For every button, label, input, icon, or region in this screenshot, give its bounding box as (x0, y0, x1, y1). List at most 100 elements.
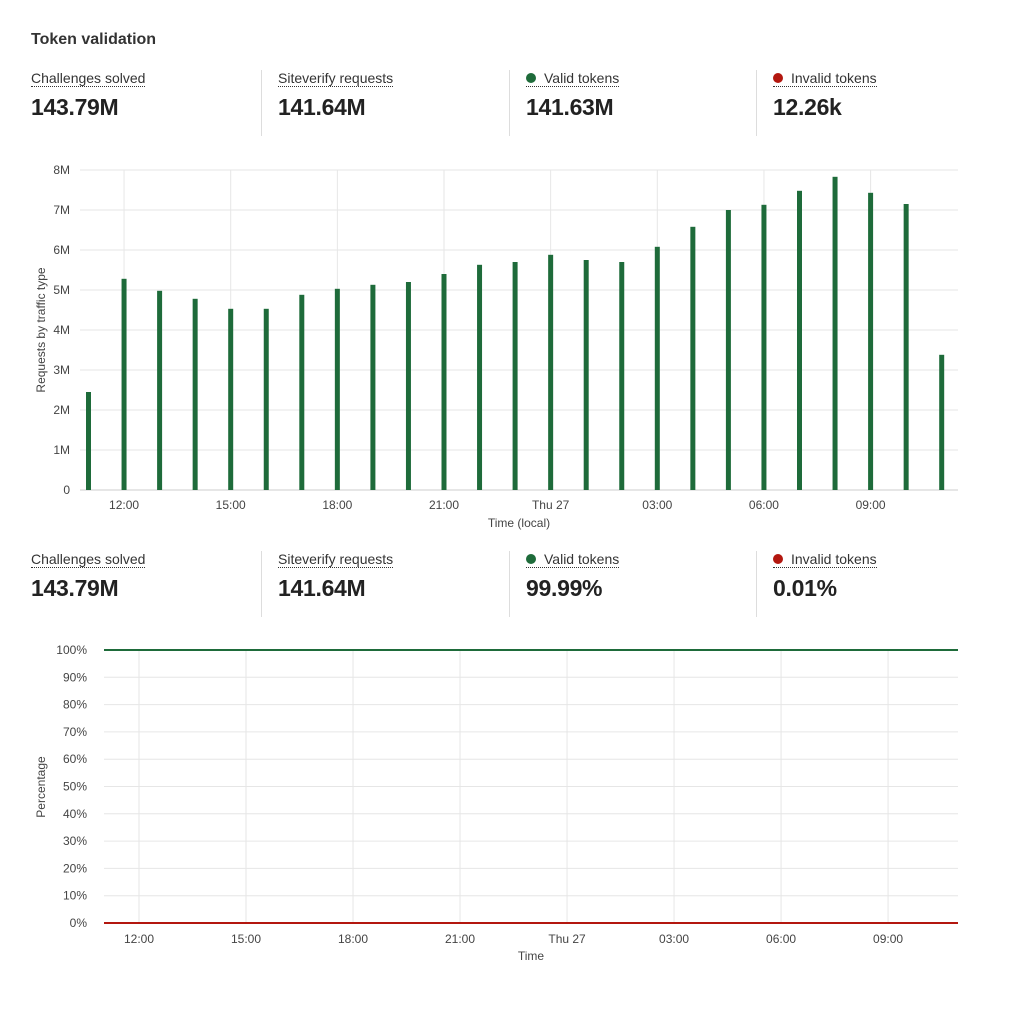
y-axis-label: Percentage (34, 756, 48, 818)
stat-label-text: Invalid tokens (791, 551, 877, 567)
bar (903, 204, 909, 490)
y-tick-label: 80% (63, 698, 87, 712)
y-tick-label: 0 (63, 483, 70, 497)
bar (512, 262, 518, 490)
stat-label-text: Siteverify requests (278, 551, 394, 567)
x-tick-label: 03:00 (642, 498, 672, 512)
stat-valid-tokens: Valid tokens 99.99% (526, 551, 620, 617)
legend-dot-icon (773, 73, 783, 83)
x-tick-label: Thu 27 (532, 498, 570, 512)
bar (939, 354, 945, 490)
stat-label-text: Challenges solved (31, 70, 146, 86)
legend-dot-icon (526, 73, 536, 83)
x-tick-label: Thu 27 (548, 932, 586, 946)
y-tick-label: 30% (63, 834, 87, 848)
bar (797, 190, 802, 491)
stat-value: 143.79M (31, 575, 119, 601)
y-tick-label: 60% (63, 752, 87, 766)
bar-chart-requests: 0 1M 2M 3M 4M 5M 6M 7M 8M 12:00 15:00 18:00 21:00 Thu… (34, 163, 958, 530)
stat-label[interactable]: Siteverify requests (278, 551, 394, 568)
stat-divider (509, 551, 510, 617)
bar (157, 290, 163, 490)
stat-value: 0.01% (773, 575, 837, 601)
stat-invalid-tokens: Invalid tokens 0.01% (773, 551, 877, 617)
x-tick-label: 06:00 (749, 498, 779, 512)
y-tick-label: 0% (70, 916, 88, 930)
stat-label[interactable]: Valid tokens (526, 551, 620, 568)
bar (868, 192, 874, 491)
stat-label[interactable]: Challenges solved (31, 70, 146, 87)
bar (334, 288, 340, 490)
stats-row-bottom: Challenges solved 143.79M Siteverify reque… (0, 551, 1019, 617)
bar (832, 176, 838, 491)
x-tick-label: 21:00 (429, 498, 459, 512)
panel-title: Token validation (31, 31, 157, 48)
y-tick-label: 3M (53, 363, 70, 377)
bar (370, 284, 376, 490)
bar (228, 308, 234, 490)
stat-value: 141.64M (278, 94, 366, 120)
x-tick-label: 15:00 (216, 498, 246, 512)
x-axis-label: Time (local) (488, 516, 550, 530)
y-tick-label: 8M (53, 163, 70, 177)
y-tick-label: 7M (53, 203, 70, 217)
bar (619, 262, 625, 490)
y-tick-label: 2M (53, 403, 70, 417)
x-axis-label: Time (518, 949, 545, 963)
bar (690, 226, 696, 491)
stat-value: 141.64M (278, 575, 366, 601)
stat-label[interactable]: Invalid tokens (773, 551, 877, 568)
stat-label-text: Siteverify requests (278, 70, 394, 86)
stat-value: 12.26k (773, 94, 842, 120)
stat-label[interactable]: Challenges solved (31, 551, 146, 568)
stat-divider (756, 551, 757, 617)
x-tick-label: 03:00 (659, 932, 689, 946)
y-tick-label: 90% (63, 670, 87, 684)
x-tick-label: 09:00 (873, 932, 903, 946)
y-tick-label: 40% (63, 807, 87, 821)
stat-challenges-solved: Challenges solved 143.79M (31, 70, 146, 136)
y-tick-label: 1M (53, 443, 70, 457)
stats-row-top: Challenges solved 143.79M Siteverify reque… (0, 70, 1019, 136)
legend-dot-icon (773, 554, 783, 564)
y-tick-label: 10% (63, 889, 87, 903)
stat-divider (261, 551, 262, 617)
y-tick-label: 5M (53, 283, 70, 297)
stat-siteverify-requests: Siteverify requests 141.64M (278, 551, 394, 617)
stat-label-text: Challenges solved (31, 551, 146, 567)
bar (121, 278, 127, 490)
bar (477, 264, 483, 490)
stat-label-text: Invalid tokens (791, 70, 877, 86)
stat-label[interactable]: Siteverify requests (278, 70, 394, 87)
x-tick-label: 06:00 (766, 932, 796, 946)
stat-label[interactable]: Invalid tokens (773, 70, 877, 87)
stat-value: 99.99% (526, 575, 603, 601)
stat-siteverify-requests: Siteverify requests 141.64M (278, 70, 394, 136)
x-tick-label: 21:00 (445, 932, 475, 946)
x-tick-label: 12:00 (109, 498, 139, 512)
bar (761, 204, 767, 491)
bar (548, 254, 554, 490)
x-tick-label: 18:00 (338, 932, 368, 946)
bar (441, 274, 447, 490)
bar (654, 246, 660, 490)
bar (299, 294, 305, 490)
bar (86, 392, 91, 490)
stat-invalid-tokens: Invalid tokens 12.26k (773, 70, 877, 136)
y-axis-label: Requests by traffic type (34, 267, 48, 393)
bar (192, 298, 198, 490)
x-tick-label: 09:00 (856, 498, 886, 512)
stat-label[interactable]: Valid tokens (526, 70, 620, 87)
legend-dot-icon (526, 554, 536, 564)
stat-divider (756, 70, 757, 136)
stat-label-text: Valid tokens (544, 551, 620, 567)
y-tick-label: 4M (53, 323, 70, 337)
stat-value: 143.79M (31, 94, 119, 120)
bar (583, 260, 589, 490)
stat-divider (509, 70, 510, 136)
x-tick-label: 15:00 (231, 932, 261, 946)
y-tick-label: 20% (63, 861, 87, 875)
stat-valid-tokens: Valid tokens 141.63M (526, 70, 620, 136)
